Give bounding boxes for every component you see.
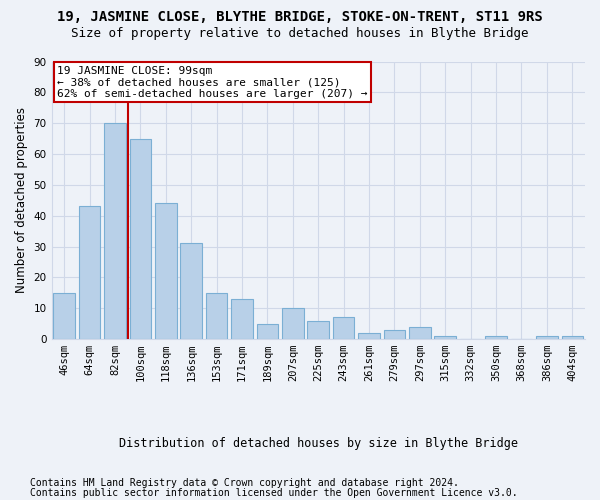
Bar xyxy=(409,326,431,339)
Bar xyxy=(562,336,583,339)
Bar xyxy=(383,330,405,339)
Bar xyxy=(333,318,355,339)
Bar xyxy=(130,138,151,339)
Bar xyxy=(257,324,278,339)
Bar xyxy=(231,299,253,339)
Bar xyxy=(536,336,557,339)
Text: 19 JASMINE CLOSE: 99sqm
← 38% of detached houses are smaller (125)
62% of semi-d: 19 JASMINE CLOSE: 99sqm ← 38% of detache… xyxy=(57,66,367,99)
X-axis label: Distribution of detached houses by size in Blythe Bridge: Distribution of detached houses by size … xyxy=(119,437,518,450)
Bar xyxy=(104,123,126,339)
Bar xyxy=(181,244,202,339)
Bar xyxy=(307,320,329,339)
Text: Contains HM Land Registry data © Crown copyright and database right 2024.: Contains HM Land Registry data © Crown c… xyxy=(30,478,459,488)
Bar xyxy=(206,293,227,339)
Bar xyxy=(358,333,380,339)
Text: 19, JASMINE CLOSE, BLYTHE BRIDGE, STOKE-ON-TRENT, ST11 9RS: 19, JASMINE CLOSE, BLYTHE BRIDGE, STOKE-… xyxy=(57,10,543,24)
Y-axis label: Number of detached properties: Number of detached properties xyxy=(15,108,28,294)
Bar xyxy=(282,308,304,339)
Text: Size of property relative to detached houses in Blythe Bridge: Size of property relative to detached ho… xyxy=(71,28,529,40)
Bar xyxy=(53,293,75,339)
Bar xyxy=(434,336,456,339)
Bar xyxy=(485,336,507,339)
Bar xyxy=(155,204,176,339)
Bar xyxy=(79,206,100,339)
Text: Contains public sector information licensed under the Open Government Licence v3: Contains public sector information licen… xyxy=(30,488,518,498)
